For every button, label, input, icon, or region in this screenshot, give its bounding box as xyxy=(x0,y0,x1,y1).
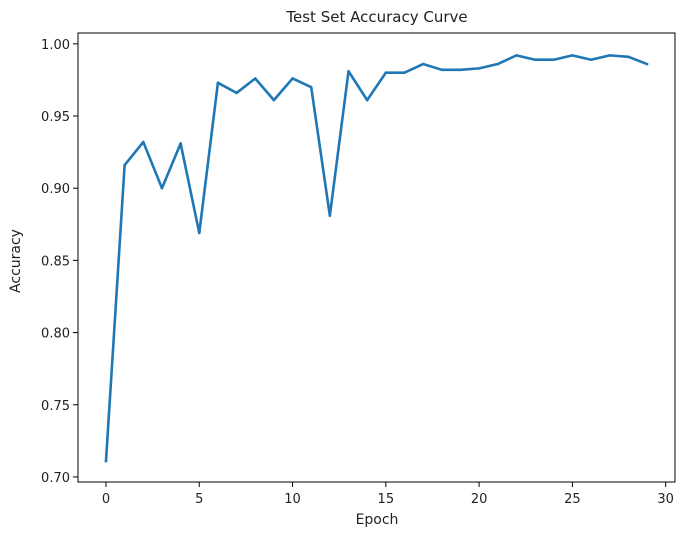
x-tick-label: 5 xyxy=(195,492,203,507)
data-point xyxy=(403,71,406,75)
x-tick-label: 10 xyxy=(284,492,301,507)
y-tick-label: 0.90 xyxy=(41,182,70,197)
y-tick-label: 0.95 xyxy=(41,110,70,125)
data-point xyxy=(291,77,294,80)
data-point xyxy=(347,69,350,73)
data-point xyxy=(384,71,388,75)
data-point xyxy=(272,98,276,102)
plot-area: 0 5 10 15 20 25 30 0.70 0.75 0.80 0.85 0.90 0.95 1.00 xyxy=(41,32,676,507)
data-point xyxy=(216,81,220,85)
data-point xyxy=(533,58,537,62)
data-point xyxy=(552,58,556,62)
chart-title: Test Set Accuracy Curve xyxy=(285,8,467,26)
data-point xyxy=(309,85,313,89)
plot-frame xyxy=(77,32,676,483)
y-tick-label: 0.70 xyxy=(41,471,70,486)
data-point xyxy=(627,55,630,59)
x-tick-label: 25 xyxy=(564,492,581,507)
y-tick-label: 1.00 xyxy=(41,38,70,53)
x-tick-label: 20 xyxy=(471,492,488,507)
data-point xyxy=(589,58,593,62)
data-point xyxy=(104,459,108,463)
data-point xyxy=(496,62,500,66)
y-axis-label: Accuracy xyxy=(8,229,24,293)
data-point xyxy=(235,91,238,95)
x-tick-label: 15 xyxy=(378,492,395,507)
data-point xyxy=(440,68,444,72)
x-axis-label: Epoch xyxy=(356,512,399,528)
y-tick-label: 0.75 xyxy=(41,399,70,414)
data-point xyxy=(459,68,462,72)
data-point xyxy=(608,54,612,57)
data-point xyxy=(179,142,182,145)
data-point xyxy=(421,62,425,66)
data-point xyxy=(571,54,574,57)
data-point xyxy=(477,67,481,70)
data-point xyxy=(515,54,518,57)
data-point xyxy=(160,186,164,190)
data-point xyxy=(253,77,257,80)
data-point xyxy=(365,98,369,102)
x-tick-label: 30 xyxy=(657,492,674,507)
data-point xyxy=(141,140,145,144)
y-tick-label: 0.80 xyxy=(41,327,70,342)
series-line xyxy=(104,54,649,463)
data-point xyxy=(645,62,649,66)
x-tick-label: 0 xyxy=(102,492,110,507)
data-point xyxy=(328,214,332,217)
data-point xyxy=(197,231,201,235)
y-tick-label: 0.85 xyxy=(41,254,70,269)
data-point xyxy=(123,163,126,167)
